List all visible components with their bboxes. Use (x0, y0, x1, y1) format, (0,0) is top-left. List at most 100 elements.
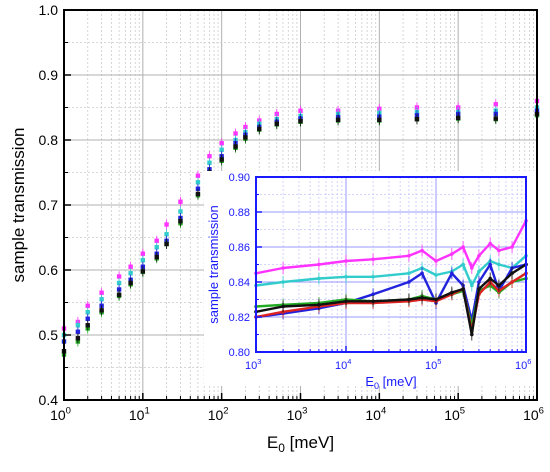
inset-data-point (488, 241, 492, 246)
main-data-point (233, 144, 238, 149)
main-data-point (75, 336, 81, 341)
main-x-tick-exponent: 6 (539, 406, 544, 417)
inset-data-point (461, 262, 465, 267)
main-data-point (243, 124, 248, 130)
inset-data-point (344, 259, 348, 263)
inset-data-point (281, 280, 285, 284)
inset-data-point (470, 266, 474, 270)
main-x-tick-exponent: 4 (381, 406, 387, 417)
main-data-point (154, 238, 159, 243)
main-data-point (178, 199, 183, 204)
main-data-point (75, 323, 81, 328)
main-y-tick-label: 0.4 (39, 392, 59, 408)
inset-data-point (497, 248, 501, 253)
inset-y-axis-label: sample transmission (206, 205, 221, 324)
inset-y-tick-label: 0.88 (229, 207, 250, 219)
inset-data-point (477, 269, 481, 274)
inset-data-point (510, 271, 514, 276)
inset-data-point (371, 299, 375, 304)
main-data-point (243, 135, 248, 140)
main-data-marks (61, 96, 540, 360)
inset-series-line-1 (255, 254, 527, 287)
inset-x-tick-exponent: 4 (347, 357, 351, 366)
inset-data-point (420, 295, 424, 300)
inset-y-tick-label: 0.80 (229, 347, 250, 359)
main-data-point (116, 287, 122, 292)
inset-data-point (497, 283, 501, 288)
inset-x-tick-exponent: 5 (437, 357, 441, 366)
inset-background (204, 171, 536, 386)
inset-data-point (371, 257, 375, 262)
main-y-axis-label: sample transmission (9, 128, 28, 283)
main-data-point (85, 310, 90, 315)
main-x-axis-label-subscript: 0 (278, 441, 285, 455)
main-data-point (414, 117, 420, 122)
main-data-point (178, 209, 183, 214)
main-data-point (140, 269, 146, 274)
main-data-point (195, 173, 201, 178)
inset-data-point (461, 245, 465, 249)
main-data-point (493, 116, 498, 121)
inset-data-point (434, 259, 438, 263)
inset-data-point (470, 332, 474, 337)
inset-data-point (488, 276, 492, 281)
inset-data-point (344, 274, 348, 279)
inset-data-point (477, 253, 481, 258)
main-y-tick-label: 1.0 (39, 2, 59, 18)
main-data-point (298, 118, 303, 124)
inset-data-point (407, 280, 411, 284)
main-data-point (455, 115, 461, 121)
main-data-point (128, 264, 133, 269)
main-y-tick-label: 0.5 (39, 327, 59, 343)
main-y-tick-label: 0.7 (39, 197, 59, 213)
main-data-point (219, 141, 224, 146)
main-data-point (298, 108, 303, 113)
inset-x-axis-label: E0 [meV] (365, 374, 416, 391)
main-data-point (219, 157, 224, 162)
main-data-point (154, 254, 159, 260)
main-data-point (219, 147, 224, 152)
inset-data-point (281, 304, 285, 309)
inset-data-point (420, 248, 424, 253)
inset-x-tick-exponent: 6 (527, 357, 531, 366)
main-data-point (207, 154, 212, 159)
main-data-point (99, 308, 104, 313)
main-data-point (116, 274, 122, 279)
main-data-point (99, 297, 104, 302)
main-data-point (195, 186, 201, 191)
main-data-point (274, 111, 279, 117)
inset-y-tick-label: 0.82 (229, 312, 250, 324)
main-data-point (116, 292, 122, 297)
inset-data-point (510, 280, 514, 284)
main-data-point (207, 160, 212, 165)
inset-data-point (450, 290, 454, 295)
main-x-tick-exponent: 3 (302, 406, 307, 417)
main-data-point (99, 290, 104, 295)
main-data-point (164, 241, 169, 247)
main-x-axis-label-unit: [meV] (285, 433, 334, 452)
inset-data-point (477, 287, 481, 291)
inset-y-tick-label: 0.84 (229, 277, 250, 289)
main-data-point (116, 280, 122, 286)
inset-x-axis-label-base: E (365, 374, 374, 389)
main-data-point (128, 280, 133, 286)
inset-x-axis-label-unit: [meV] (379, 374, 417, 389)
inset-data-point (281, 266, 285, 270)
inset-data-point (371, 292, 375, 297)
main-data-point (164, 222, 169, 227)
inset-data-point (371, 274, 375, 279)
inset-data-point (497, 262, 501, 267)
inset-data-point (407, 297, 411, 302)
main-data-point (85, 316, 90, 321)
main-data-point (257, 126, 262, 132)
inset-series-line-0 (255, 220, 528, 275)
inset-data-point (317, 302, 321, 307)
inset-data-point (450, 271, 454, 276)
inset-y-tick-label: 0.90 (229, 172, 250, 184)
main-x-tick-exponent: 1 (144, 406, 149, 417)
main-data-point (154, 245, 159, 250)
